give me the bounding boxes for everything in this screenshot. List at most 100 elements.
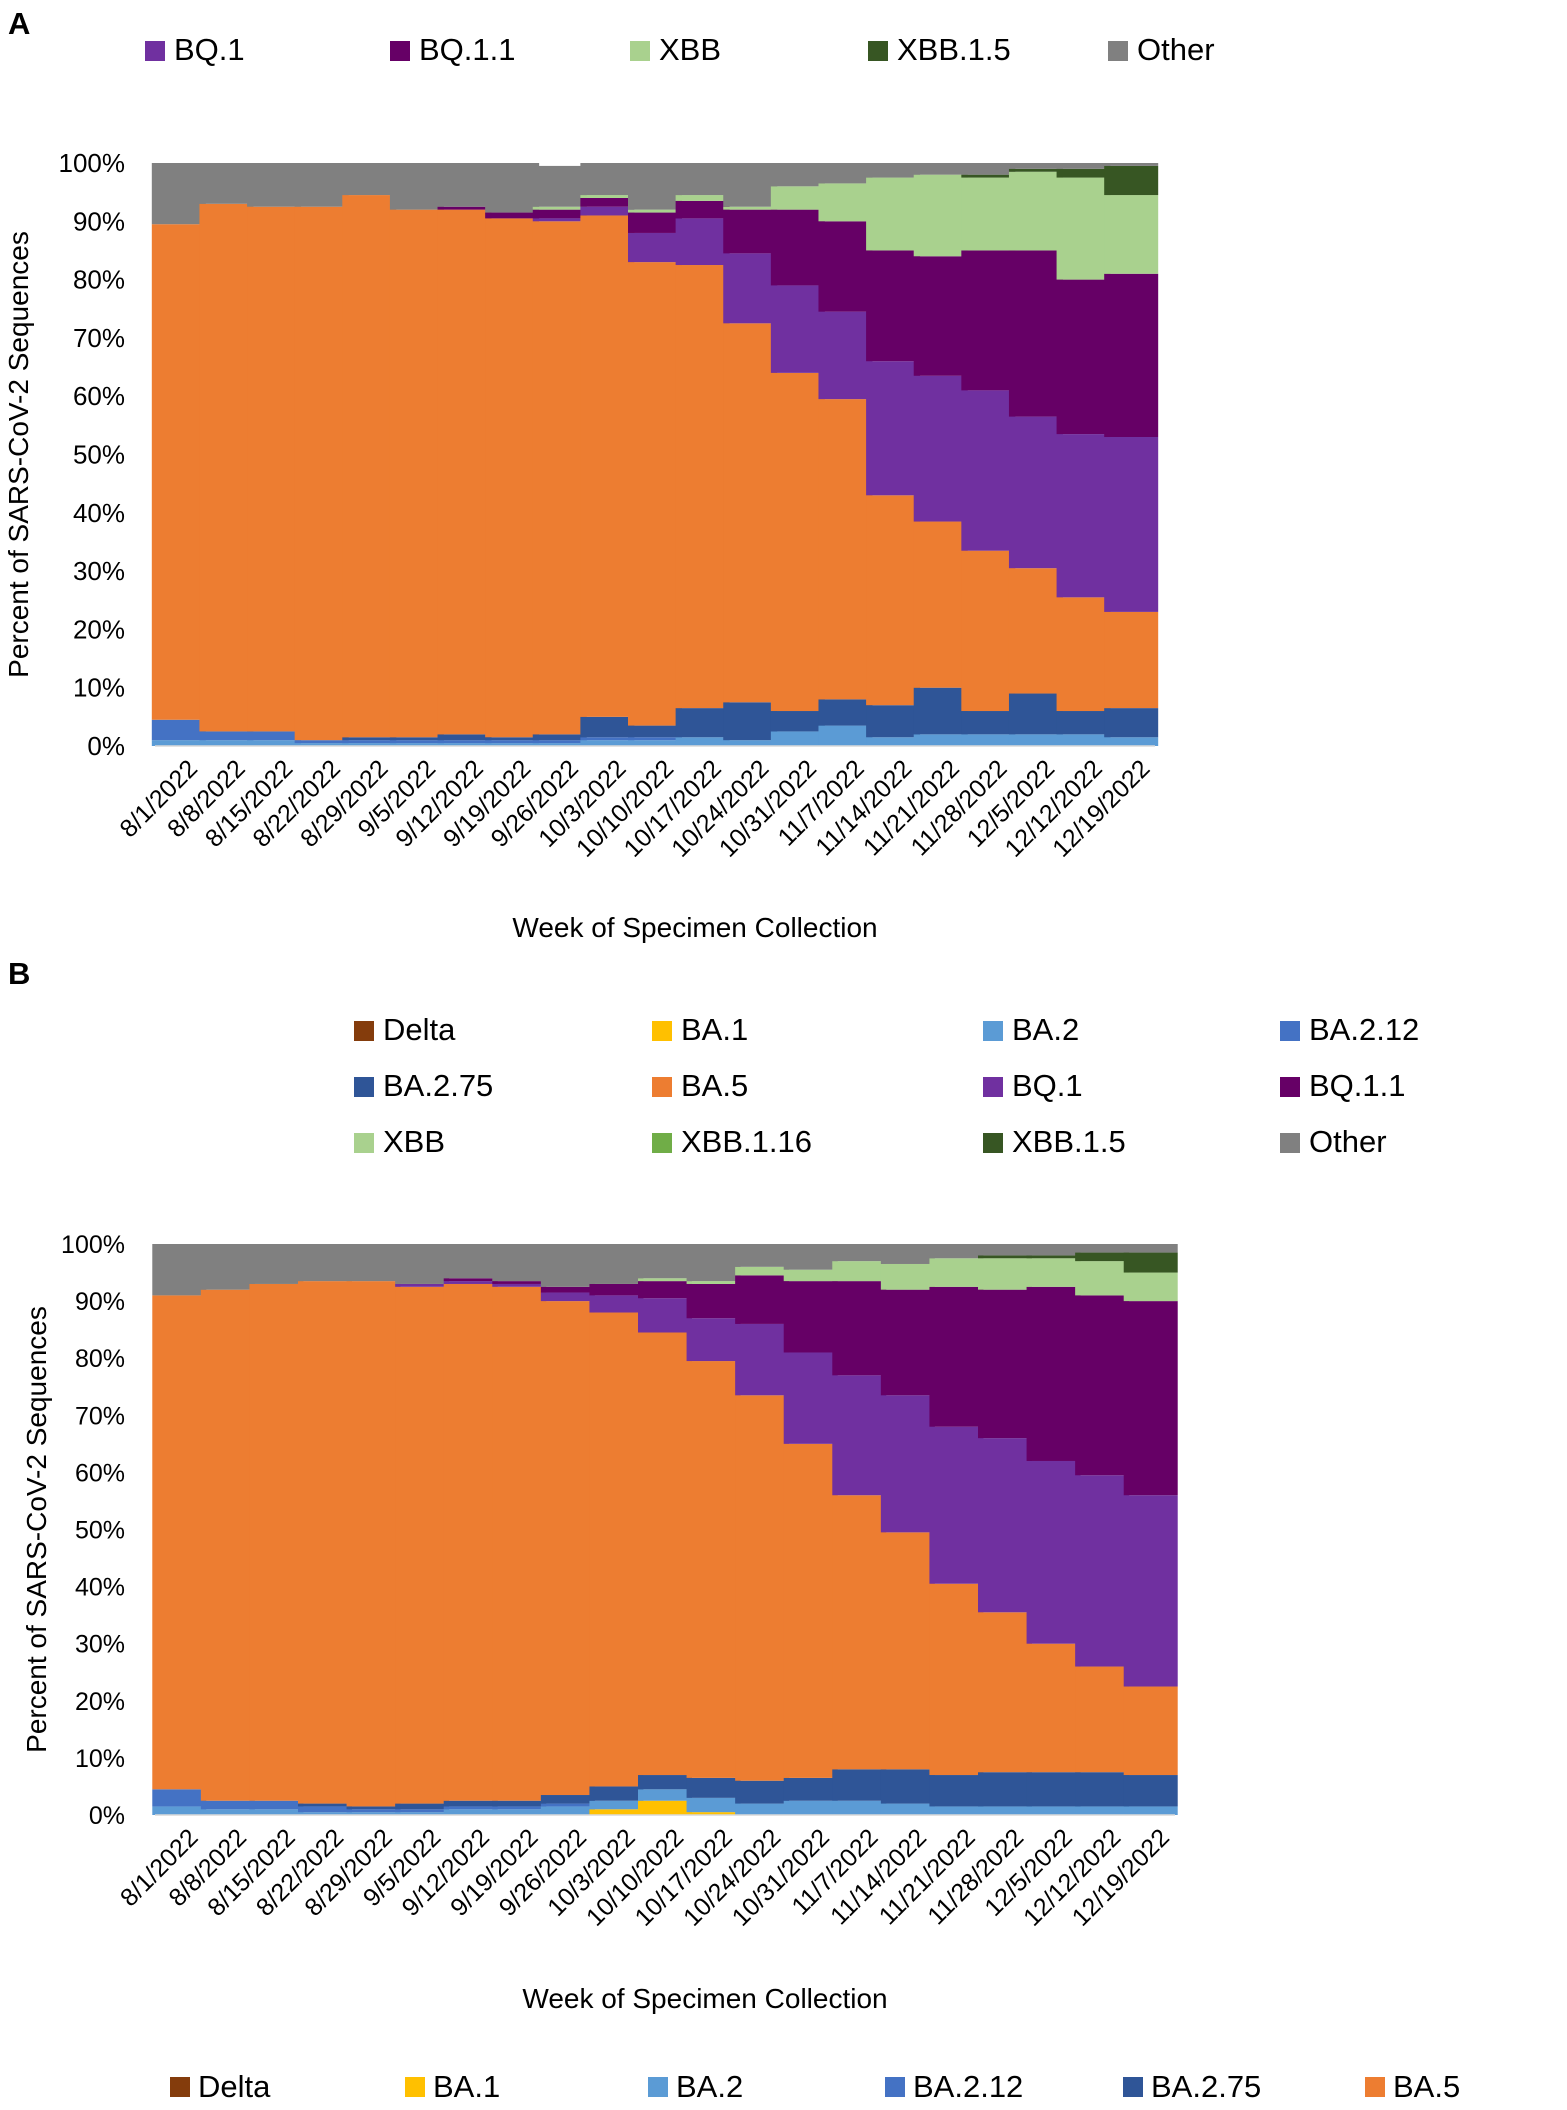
y-tick-label: 0% xyxy=(89,1802,125,1830)
bar-segment-ba-2-75 xyxy=(298,1803,352,1807)
bar-segment-ba-2-75 xyxy=(540,1795,595,1804)
bar-segment-bq-1 xyxy=(628,232,682,263)
bar-segment-bq-1-1 xyxy=(783,1281,838,1353)
bar-segment-ba-2 xyxy=(298,1812,352,1815)
bar-segment-ba-2-75 xyxy=(342,737,397,741)
bar-segment-ba-5 xyxy=(540,1301,595,1796)
bar-segment-ba-2-75 xyxy=(1008,693,1063,735)
bar-segment-xbb xyxy=(978,1258,1032,1290)
bar-segment-ba-5 xyxy=(532,221,587,735)
bar-segment-other xyxy=(389,163,444,210)
legend-swatch xyxy=(983,1021,1003,1041)
bar-segment-ba-2-75 xyxy=(770,711,825,732)
bar-segment-other xyxy=(961,163,1016,175)
bar-segment-bq-1 xyxy=(395,1283,450,1287)
bar-segment-xbb xyxy=(783,1269,838,1282)
bar-segment-ba-5 xyxy=(832,1495,887,1770)
bar-segment-ba-2-75 xyxy=(395,1803,450,1810)
bar-segment-ba-2-75 xyxy=(929,1775,984,1807)
bar-segment-ba-2 xyxy=(580,740,635,746)
bar-segment-ba-2 xyxy=(1026,1806,1081,1815)
bar-segment-xbb xyxy=(686,1281,741,1284)
bar-segment-ba-2-12 xyxy=(443,1806,498,1810)
x-axis-label: Week of Specimen Collection xyxy=(522,1983,887,2014)
bar-segment-ba-5 xyxy=(1075,1666,1130,1773)
bar-segment-ba-1 xyxy=(589,1809,644,1815)
bar-segment-ba-2-75 xyxy=(978,1772,1032,1807)
bar-segment-xbb xyxy=(532,206,587,210)
bar-segment-xbb-1-5 xyxy=(1026,1255,1081,1259)
legend-item-xbb: XBB xyxy=(630,32,721,67)
bar-segment-ba-5 xyxy=(200,1289,255,1801)
legend-label: XBB.1.5 xyxy=(897,32,1011,67)
bar-segment-other xyxy=(589,1244,644,1284)
bar-segment-ba-2-12 xyxy=(628,737,682,741)
legend-swatch xyxy=(630,41,650,61)
bar-segment-other xyxy=(818,163,873,184)
bar-segment-bq-1 xyxy=(832,1375,887,1496)
bar-segment-ba-5 xyxy=(638,1332,692,1776)
legend-label: BQ.1.1 xyxy=(419,32,516,67)
bar-segment-ba-2-75 xyxy=(735,1780,790,1804)
bar-segment-ba-2-75 xyxy=(1104,708,1159,738)
y-tick-label: 50% xyxy=(73,440,125,470)
bar-segment-other xyxy=(1056,163,1111,169)
bar-segment-ba-5 xyxy=(961,550,1016,712)
bar-segment-bq-1-1 xyxy=(492,1281,547,1284)
bar-segment-ba-2 xyxy=(294,743,349,746)
bar-segment-bq-1 xyxy=(1008,416,1063,569)
bar-segment-ba-5 xyxy=(443,1283,498,1801)
bar-segment-ba-5 xyxy=(492,1286,547,1801)
y-tick-label: 40% xyxy=(73,498,125,528)
y-tick-label: 40% xyxy=(75,1574,125,1602)
bar-segment-bq-1 xyxy=(492,1283,547,1287)
legend-label: BA.2.12 xyxy=(913,2069,1023,2104)
bar-segment-ba-5 xyxy=(818,399,873,700)
bar-segment-xbb-1-5 xyxy=(1008,168,1063,172)
bar-segment-xbb xyxy=(628,209,682,213)
bar-segment-bq-1-1 xyxy=(929,1286,984,1427)
bar-segment-ba-2-75 xyxy=(638,1775,692,1790)
bar-segment-ba-5 xyxy=(1008,568,1063,694)
bottom-legend-item-ba-2-75: BA.2.75 xyxy=(1123,2069,1261,2104)
bar-segment-ba-2 xyxy=(1008,734,1063,746)
bar-segment-ba-5 xyxy=(485,218,540,738)
bar-segment-ba-2 xyxy=(395,1812,450,1815)
bar-segment-ba-5 xyxy=(1104,611,1159,709)
bar-segment-xbb xyxy=(818,183,873,222)
legend: BQ.1 BQ.1.1 XBB XBB.1.5 Other xyxy=(145,32,1215,67)
bar-segment-bq-1-1 xyxy=(832,1281,887,1376)
bar-segment-ba-2-12 xyxy=(485,740,540,744)
bar-segment-ba-2-75 xyxy=(961,711,1016,735)
bar-segment-xbb xyxy=(1075,1261,1130,1296)
legend-label: BA.5 xyxy=(1393,2069,1460,2104)
bar-segment-other xyxy=(832,1244,887,1262)
y-axis-label: Percent of SARS-CoV-2 Sequences xyxy=(21,1306,52,1753)
bar-segment-ba-5 xyxy=(151,224,206,720)
bar-segment-other xyxy=(1026,1244,1081,1256)
bar-segment-bq-1-1 xyxy=(540,1286,595,1293)
bar-segment-other xyxy=(675,163,730,196)
bar-segment-ba-2 xyxy=(342,743,397,746)
bar-segment-ba-5 xyxy=(1056,597,1111,712)
bar-segment-bq-1 xyxy=(1104,437,1159,612)
bar-segment-ba-2 xyxy=(880,1803,935,1815)
bar-segment-ba-2-12 xyxy=(294,740,349,744)
bar-segment-ba-2-75 xyxy=(818,699,873,726)
bar-segment-xbb xyxy=(929,1258,984,1287)
bar-segment-other xyxy=(199,163,254,204)
bar-segment-bq-1 xyxy=(1123,1495,1178,1687)
bar-segment-ba-5 xyxy=(395,1286,450,1804)
bar-segment-ba-2-12 xyxy=(199,731,254,741)
y-tick-label: 70% xyxy=(75,1402,125,1430)
bar-segment-bq-1 xyxy=(1075,1475,1130,1667)
legend-swatch xyxy=(983,1133,1003,1153)
legend-label: BA.2 xyxy=(1012,1012,1079,1047)
bar-segment-ba-2-75 xyxy=(913,687,968,735)
bar-segment-ba-1 xyxy=(686,1812,741,1815)
legend: Delta BA.1 BA.2 BA.2.12 BA.2.75 BA.5 BQ.1 BQ.1.… xyxy=(354,1012,1419,1159)
bar-segment-xbb xyxy=(866,177,921,251)
bar-segment-xbb-1-5 xyxy=(1075,1252,1130,1262)
bar-segment-other xyxy=(1075,1244,1130,1253)
bar-segment-other xyxy=(247,163,302,207)
